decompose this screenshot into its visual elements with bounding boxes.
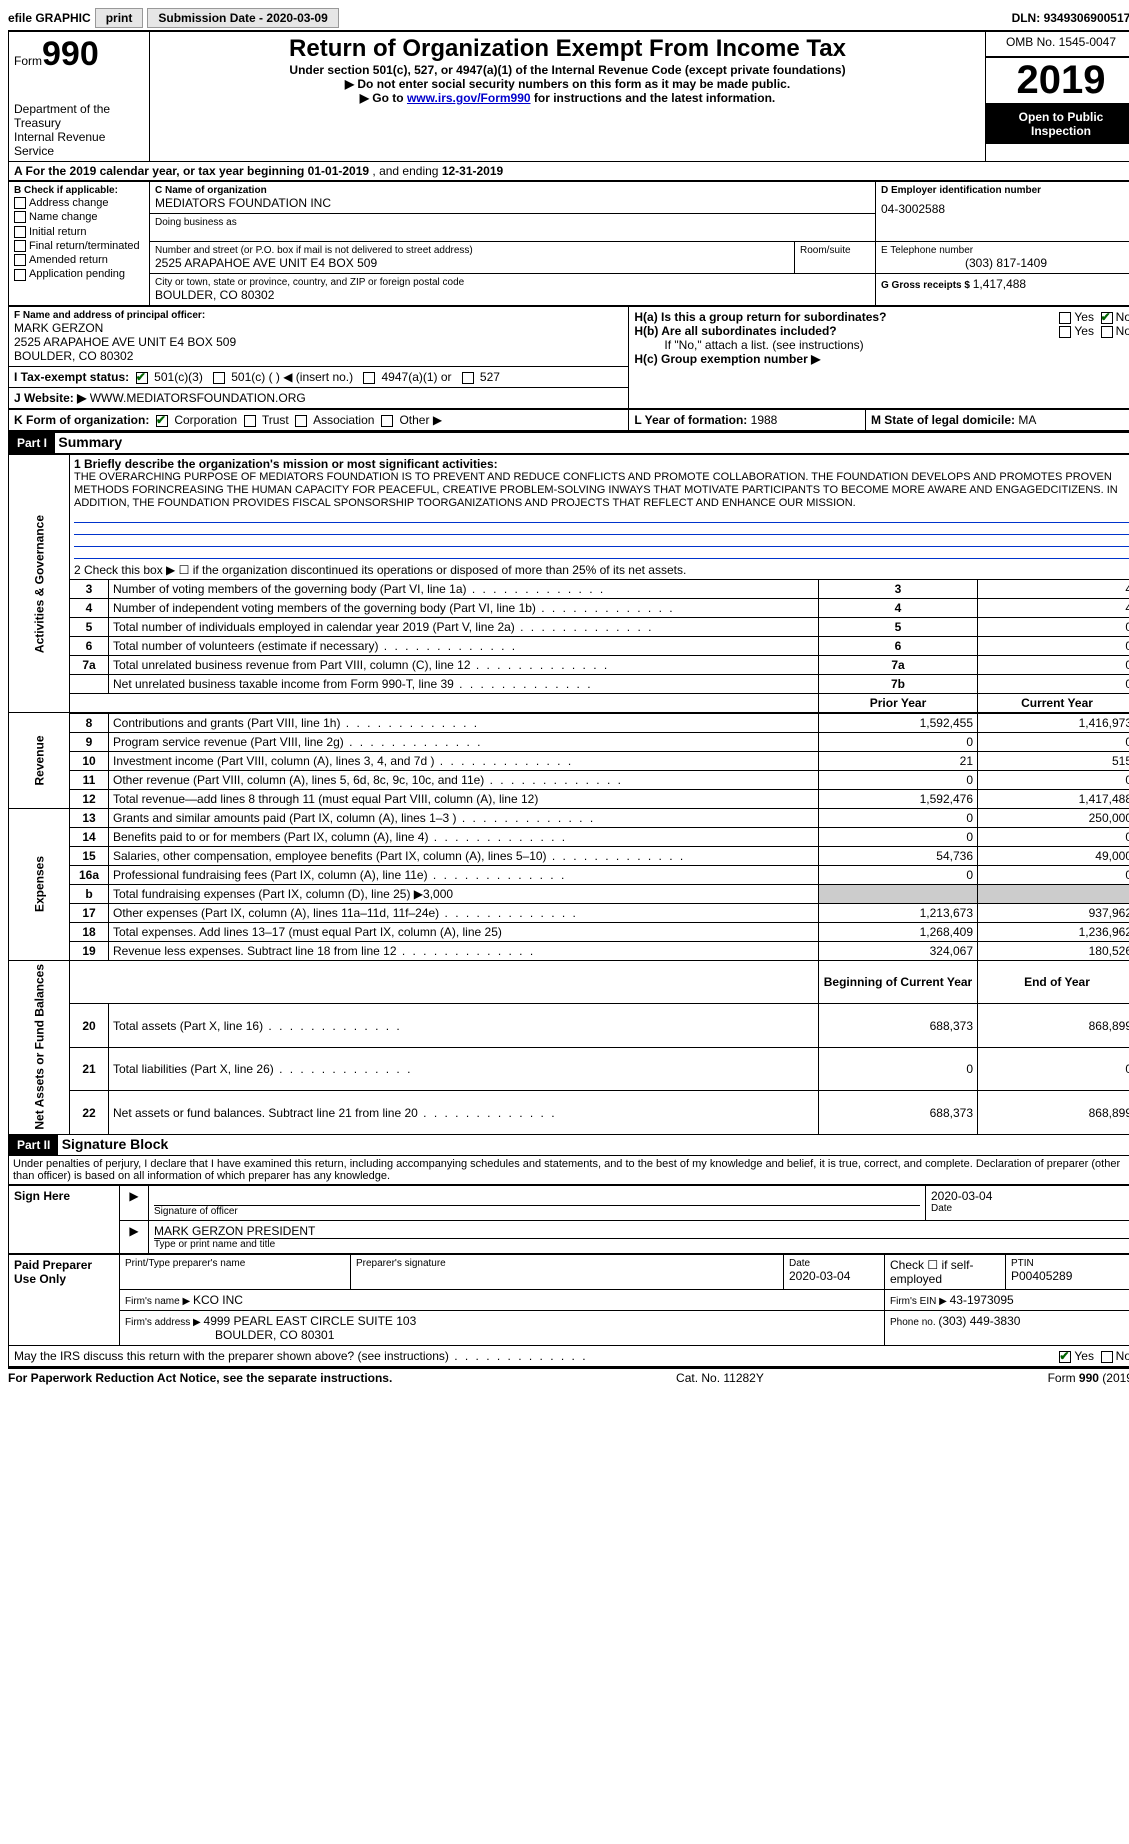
phone: (303) 817-1409 xyxy=(881,256,1129,270)
gross-receipts: 1,417,488 xyxy=(973,277,1026,291)
mission-text: THE OVERARCHING PURPOSE OF MEDIATORS FOU… xyxy=(74,471,1129,511)
form-title: Return of Organization Exempt From Incom… xyxy=(155,35,980,63)
part1-label: Part I xyxy=(9,433,55,453)
open-inspection: Open to Public Inspection xyxy=(986,104,1129,144)
sign-here-label: Sign Here xyxy=(9,1186,120,1254)
form-number: 990 xyxy=(42,35,99,73)
line-ha: H(a) Is this a group return for subordin… xyxy=(634,310,1129,324)
print-button[interactable]: print xyxy=(95,8,144,28)
irs-link[interactable]: www.irs.gov/Form990 xyxy=(407,91,531,105)
line-k: K Form of organization: Corporation Trus… xyxy=(9,410,629,431)
dept-treasury: Department of the Treasury Internal Reve… xyxy=(14,102,144,158)
form-label: Form xyxy=(14,54,42,68)
line-hb-note: If "No," attach a list. (see instruction… xyxy=(634,338,1129,352)
efile-label: efile GRAPHIC xyxy=(8,11,91,25)
part1-title: Summary xyxy=(58,434,122,450)
vlabel-rev: Revenue xyxy=(9,713,70,809)
line-j: J Website: ▶ WWW.MEDIATORSFOUNDATION.ORG xyxy=(9,388,629,409)
perjury-text: Under penalties of perjury, I declare th… xyxy=(8,1156,1129,1185)
line-i: I Tax-exempt status: 501(c)(3) 501(c) ( … xyxy=(9,367,629,388)
sig-date-label: Date xyxy=(931,1203,1129,1214)
sig-officer-label: Signature of officer xyxy=(154,1206,920,1217)
line-m: M State of legal domicile: MA xyxy=(865,410,1129,431)
org-address: 2525 ARAPAHOE AVE UNIT E4 BOX 509 xyxy=(155,256,789,270)
line-b-label: B Check if applicable: xyxy=(14,185,144,196)
name-title-label: Type or print name and title xyxy=(154,1239,1129,1250)
footer-right: Form 990 (2019) xyxy=(1048,1371,1129,1385)
identity-block: B Check if applicable: Address change Na… xyxy=(8,181,1129,306)
summary-table: Activities & Governance 1 Briefly descri… xyxy=(8,454,1129,1135)
submission-date: Submission Date - 2020-03-09 xyxy=(147,8,338,28)
part2-title: Signature Block xyxy=(62,1136,169,1152)
klm-row: K Form of organization: Corporation Trus… xyxy=(8,409,1129,431)
line-b-checks: Address change Name change Initial retur… xyxy=(14,196,144,282)
form-note-ssn: ▶ Do not enter social security numbers o… xyxy=(155,77,980,91)
part2-label: Part II xyxy=(9,1135,58,1155)
sig-date: 2020-03-04 xyxy=(931,1189,1129,1203)
tax-year: 2019 xyxy=(986,57,1129,104)
city-label: City or town, state or province, country… xyxy=(155,277,870,288)
addr-label: Number and street (or P.O. box if mail i… xyxy=(155,245,789,256)
line-g-label: G Gross receipts $ xyxy=(881,280,973,291)
form-note-link: ▶ Go to www.irs.gov/Form990 for instruct… xyxy=(155,91,980,105)
q2: 2 Check this box ▶ ☐ if the organization… xyxy=(70,561,1129,580)
page-footer: For Paperwork Reduction Act Notice, see … xyxy=(8,1367,1129,1385)
officer-name: MARK GERZON xyxy=(14,321,623,335)
line-e-label: E Telephone number xyxy=(881,245,1129,256)
line-hb: H(b) Are all subordinates included? Yes … xyxy=(634,324,1129,338)
dba-label: Doing business as xyxy=(155,217,870,228)
officer-block: F Name and address of principal officer:… xyxy=(8,306,1129,409)
org-name: MEDIATORS FOUNDATION INC xyxy=(155,196,870,210)
officer-addr1: 2525 ARAPAHOE AVE UNIT E4 BOX 509 xyxy=(14,335,623,349)
vlabel-gov: Activities & Governance xyxy=(9,455,70,713)
line-hc: H(c) Group exemption number ▶ xyxy=(634,352,1129,366)
line-f-label: F Name and address of principal officer: xyxy=(14,310,623,321)
line-a: A For the 2019 calendar year, or tax yea… xyxy=(8,162,1129,181)
discuss-row: May the IRS discuss this return with the… xyxy=(8,1346,1129,1367)
signature-block: Sign Here ▶ Signature of officer 2020-03… xyxy=(8,1185,1129,1254)
form-header: Form990 Department of the Treasury Inter… xyxy=(8,30,1129,162)
ein: 04-3002588 xyxy=(881,202,1129,216)
dln: DLN: 93493069005170 xyxy=(1012,11,1129,25)
vlabel-exp: Expenses xyxy=(9,808,70,960)
line-l: L Year of formation: 1988 xyxy=(629,410,866,431)
line-d-label: D Employer identification number xyxy=(881,185,1129,196)
omb-no: OMB No. 1545-0047 xyxy=(986,31,1129,57)
footer-left: For Paperwork Reduction Act Notice, see … xyxy=(8,1371,392,1385)
paid-preparer-label: Paid Preparer Use Only xyxy=(9,1255,120,1346)
form-subtitle: Under section 501(c), 527, or 4947(a)(1)… xyxy=(155,63,980,77)
officer-addr2: BOULDER, CO 80302 xyxy=(14,349,623,363)
room-label: Room/suite xyxy=(800,245,870,256)
line-c-label: C Name of organization xyxy=(155,185,870,196)
org-city: BOULDER, CO 80302 xyxy=(155,288,870,302)
vlabel-net: Net Assets or Fund Balances xyxy=(9,960,70,1135)
officer-name-title: MARK GERZON PRESIDENT xyxy=(154,1224,1129,1239)
footer-mid: Cat. No. 11282Y xyxy=(676,1371,764,1385)
paid-preparer-block: Paid Preparer Use Only Print/Type prepar… xyxy=(8,1254,1129,1346)
q1-label: 1 Briefly describe the organization's mi… xyxy=(74,457,1129,471)
top-toolbar: efile GRAPHIC print Submission Date - 20… xyxy=(8,8,1129,28)
